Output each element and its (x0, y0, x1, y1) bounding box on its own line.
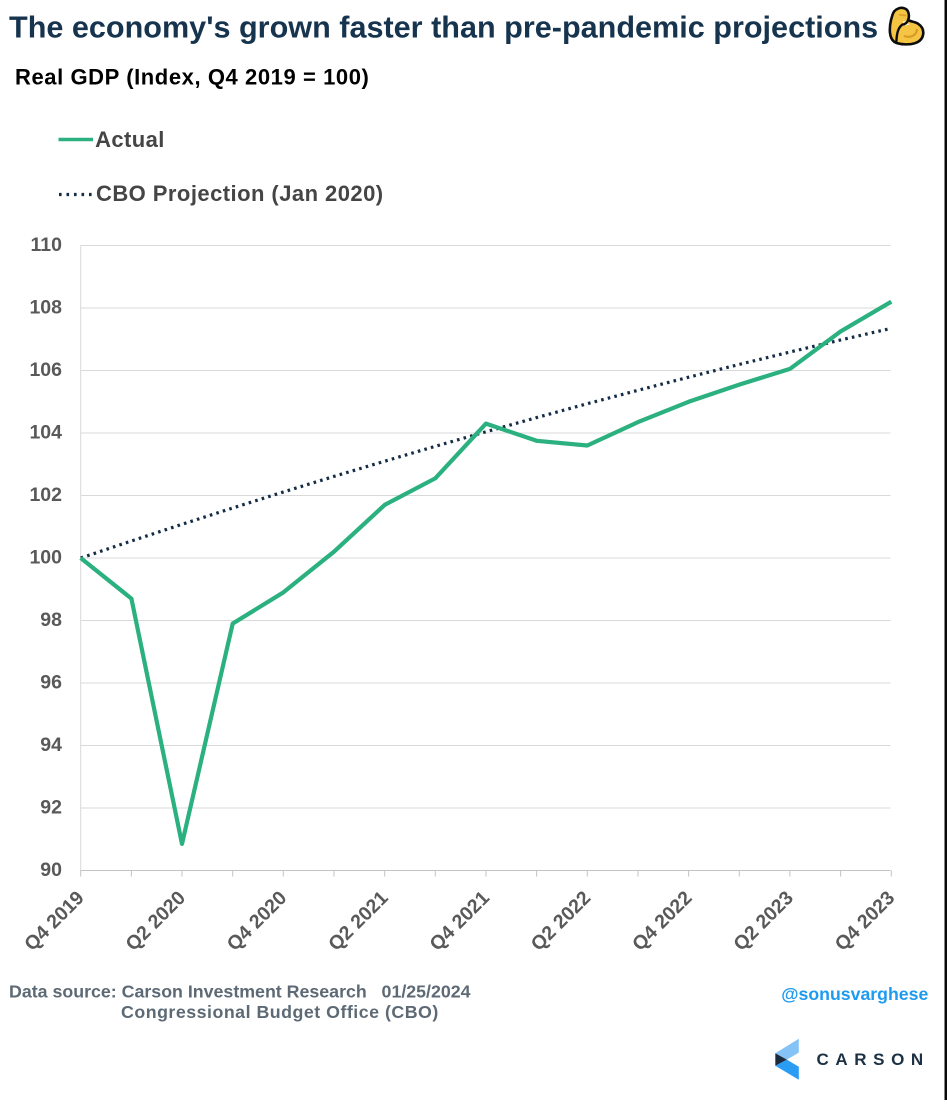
svg-text:96: 96 (40, 672, 62, 694)
svg-text:108: 108 (29, 297, 62, 319)
svg-text:@sonusvarghese: @sonusvarghese (781, 984, 928, 1004)
svg-text:90: 90 (40, 859, 62, 881)
svg-text:104: 104 (29, 422, 62, 444)
svg-text:Real GDP (Index, Q4 2019 = 100: Real GDP (Index, Q4 2019 = 100) (15, 65, 369, 90)
svg-text:CBO Projection (Jan 2020): CBO Projection (Jan 2020) (96, 181, 384, 206)
svg-text:106: 106 (29, 359, 62, 381)
svg-text:Congressional Budget Office (C: Congressional Budget Office (CBO) (121, 1002, 439, 1022)
svg-text:94: 94 (40, 734, 62, 756)
svg-text:The economy's grown faster tha: The economy's grown faster than pre-pand… (9, 11, 878, 45)
svg-text:102: 102 (29, 484, 62, 506)
svg-text:CARSON: CARSON (817, 1050, 930, 1069)
svg-text:92: 92 (40, 797, 62, 819)
svg-text:Data source: Carson Investment: Data source: Carson Investment Research … (9, 982, 471, 1002)
svg-text:110: 110 (31, 234, 63, 256)
svg-text:100: 100 (29, 547, 62, 569)
svg-text:98: 98 (40, 609, 62, 631)
svg-text:Actual: Actual (95, 127, 165, 152)
